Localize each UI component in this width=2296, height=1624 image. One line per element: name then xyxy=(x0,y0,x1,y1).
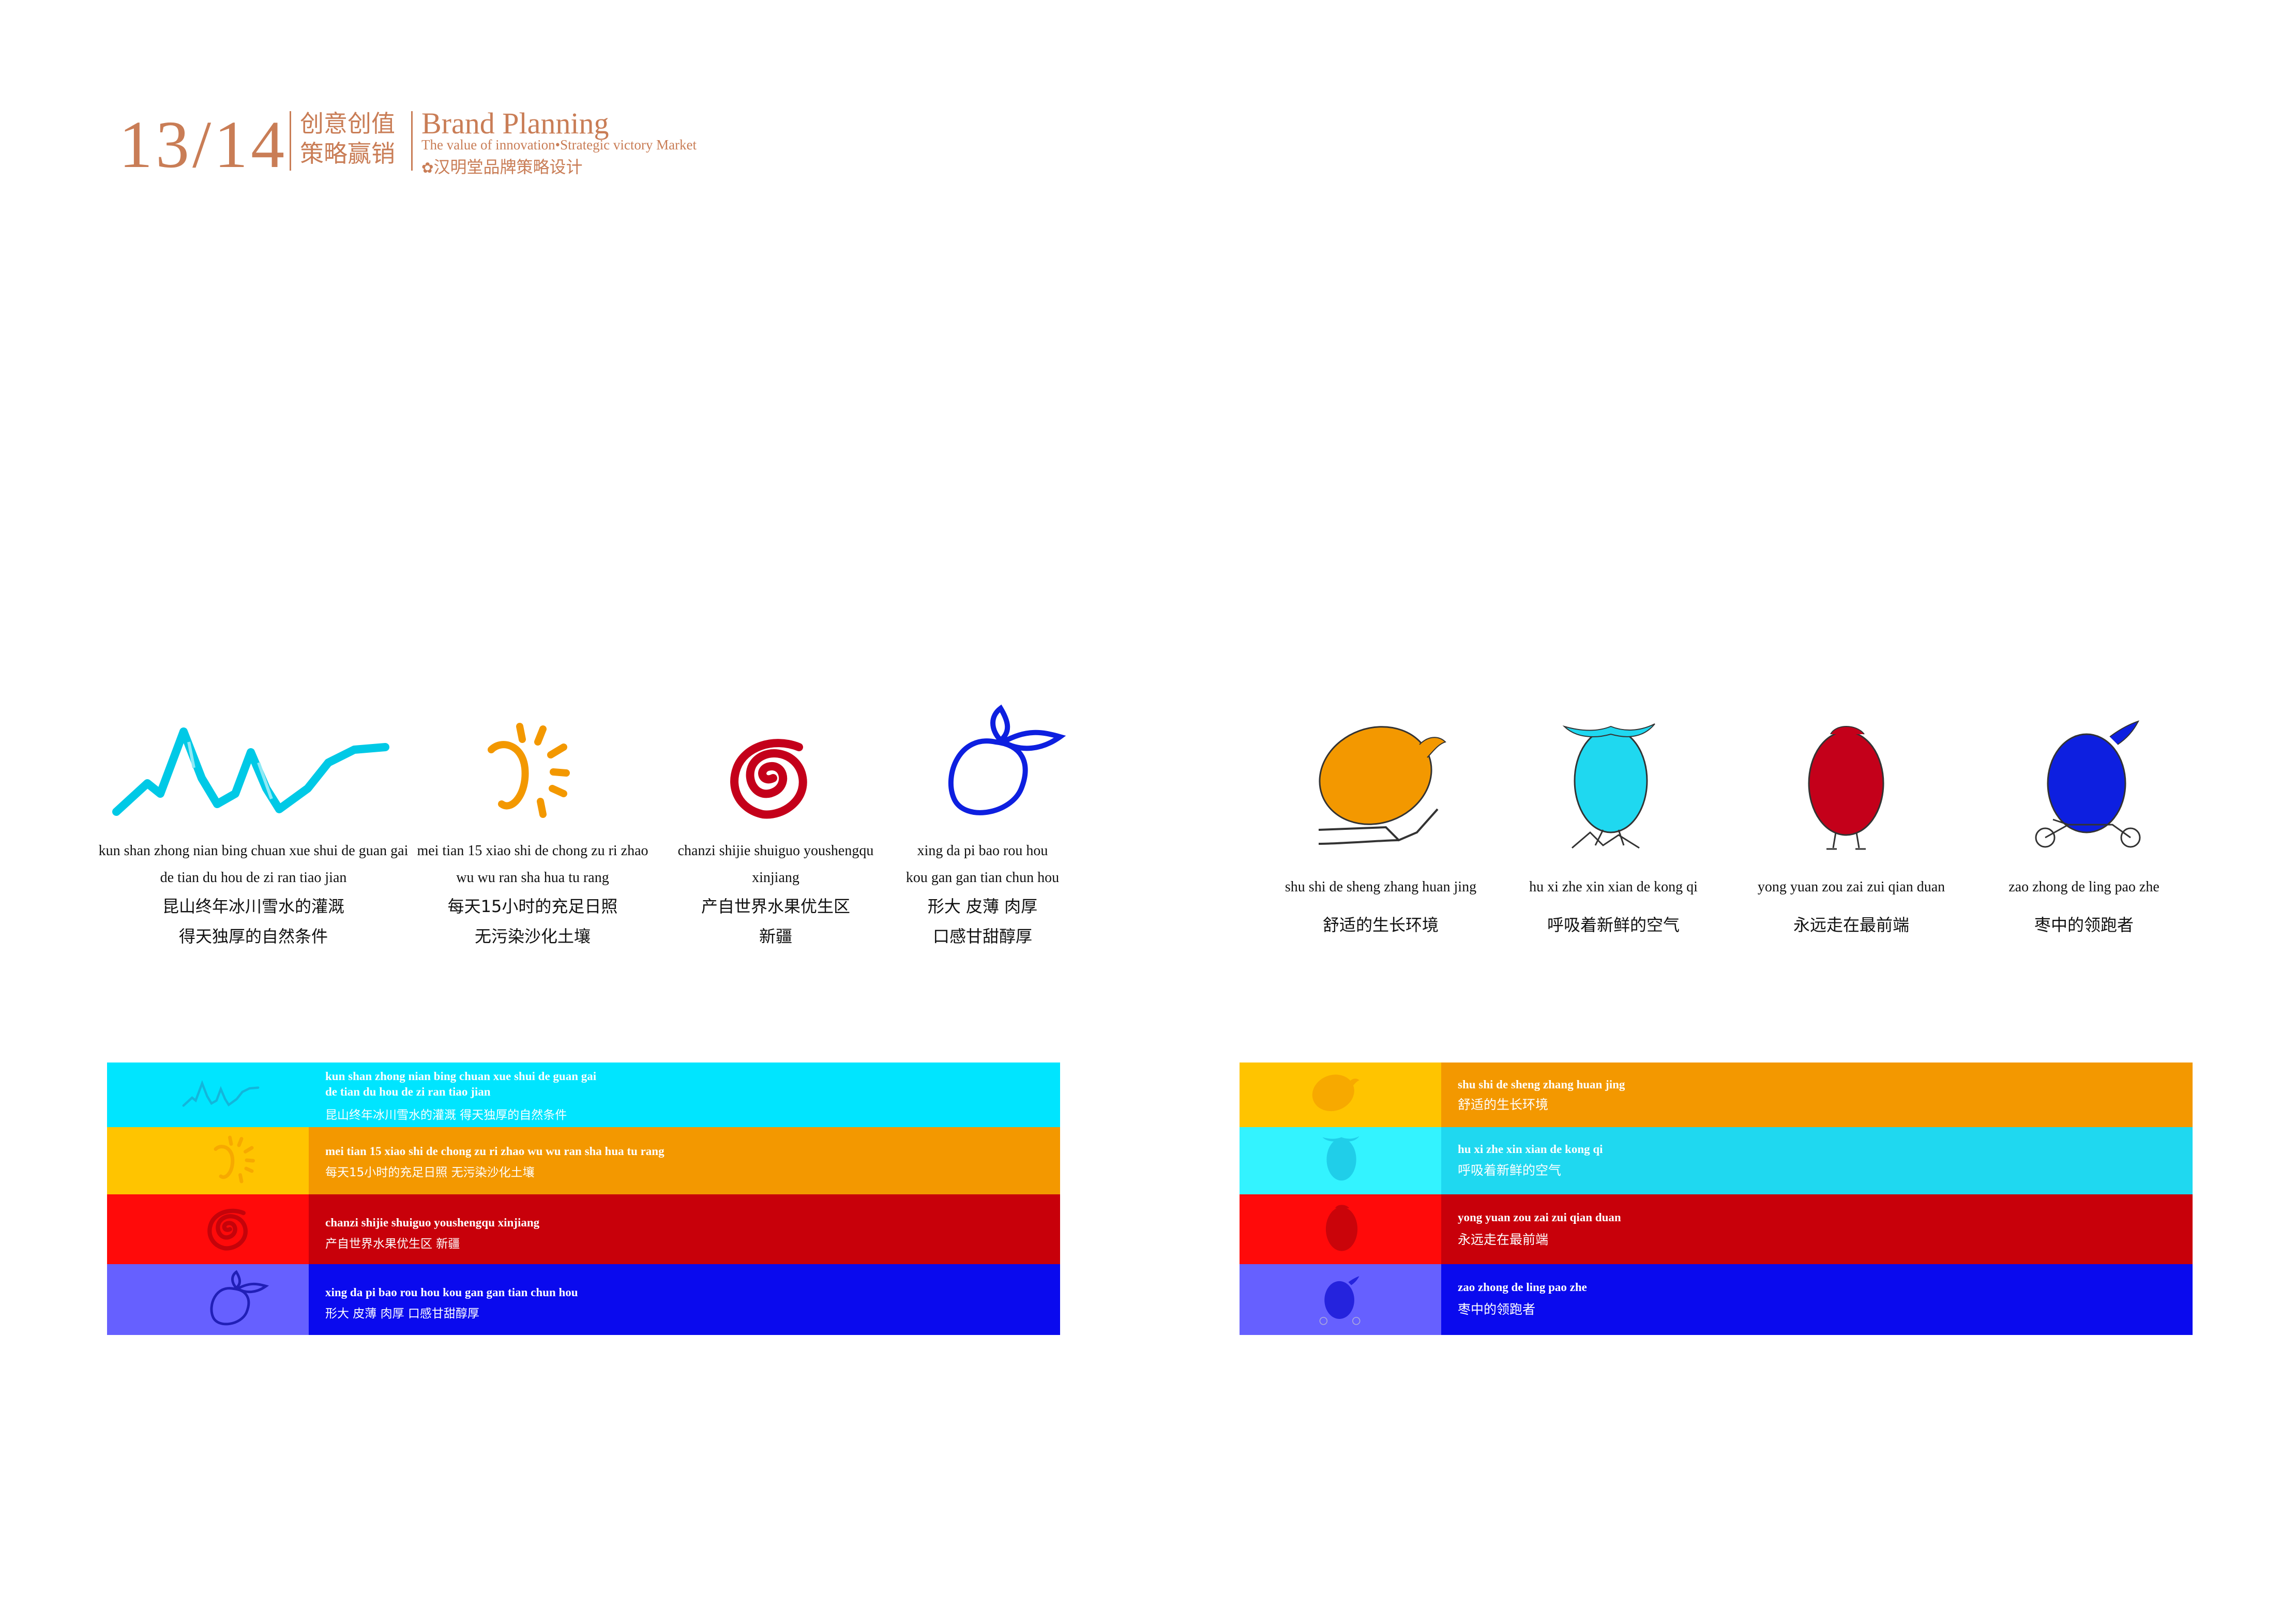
flower-icon: ✿ xyxy=(421,159,434,176)
band-red-jujube: yong yuan zou zai zui qian duan 永远走在最前端 xyxy=(1240,1194,2193,1264)
band-chinese: 每天15小时的充足日照 无污染沙化土壤 xyxy=(325,1166,535,1179)
header-divider xyxy=(411,111,413,171)
band-pinyin: chanzi shijie shuiguo youshengqu xinjian… xyxy=(325,1216,540,1229)
band-chinese: 枣中的领跑者 xyxy=(1458,1302,1536,1317)
band-chinese: 昆山终年冰川雪水的灌溉 得天独厚的自然条件 xyxy=(325,1109,567,1122)
red-jujube-icon xyxy=(1808,726,1884,850)
band-pinyin: shu shi de sheng zhang huan jing xyxy=(1458,1078,1625,1091)
red-jujube-icon xyxy=(1325,1205,1358,1251)
band-sun: mei tian 15 xiao shi de chong zu ri zhao… xyxy=(107,1127,1060,1194)
jujube-icon xyxy=(210,1270,269,1326)
blue-jujube-icon xyxy=(2035,720,2141,848)
blue-jujube-icon xyxy=(1319,1276,1361,1325)
caption-mountain: kun shan zhong nian bing chuan xue shui … xyxy=(98,843,409,946)
caption-cyan-jujube: hu xi zhe xin xian de kong qi 呼吸着新鲜的空气 xyxy=(1529,879,1698,935)
cyan-jujube-icon xyxy=(1322,1136,1360,1181)
band-pinyin: zao zhong de ling pao zhe xyxy=(1458,1281,1587,1294)
band-pinyin: hu xi zhe xin xian de kong qi xyxy=(1458,1143,1603,1156)
caption-blue-jujube: zao zhong de ling pao zhe 枣中的领跑者 xyxy=(2008,879,2159,935)
band-blue-jujube: zao zhong de ling pao zhe 枣中的领跑者 xyxy=(1240,1264,2193,1335)
band-mountain: kun shan zhong nian bing chuan xue shui … xyxy=(107,1063,1060,1127)
brand-subtitle: The value of innovation•Strategic victor… xyxy=(421,137,697,153)
jujube-icon xyxy=(948,704,1066,815)
header-cn-line1: 创意创值 xyxy=(300,110,395,138)
spiral-icon xyxy=(207,1208,248,1251)
band-cyan-jujube: hu xi zhe xin xian de kong qi 呼吸着新鲜的空气 xyxy=(1240,1127,2193,1194)
orange-jujube-icon xyxy=(1318,726,1446,845)
band-pinyin: de tian du hou de zi ran tiao jian xyxy=(325,1085,491,1098)
band-chinese: 产自世界水果优生区 新疆 xyxy=(325,1237,460,1251)
band-pinyin: mei tian 15 xiao shi de chong zu ri zhao… xyxy=(325,1145,664,1158)
band-pinyin: yong yuan zou zai zui qian duan xyxy=(1458,1211,1621,1224)
caption-sun: mei tian 15 xiao shi de chong zu ri zhao… xyxy=(417,843,648,946)
header-divider xyxy=(290,111,291,171)
sun-icon xyxy=(214,1135,255,1183)
band-spiral: chanzi shijie shuiguo youshengqu xinjian… xyxy=(107,1194,1060,1264)
cyan-jujube-icon xyxy=(1562,723,1655,849)
header-cn-line2: 策略赢销 xyxy=(300,140,395,168)
mountain-icon xyxy=(182,1080,260,1107)
band-orange-jujube: shu shi de sheng zhang huan jing 舒适的生长环境 xyxy=(1240,1063,2193,1127)
brand-title: Brand Planning xyxy=(421,107,609,140)
company-name: ✿汉明堂品牌策略设计 xyxy=(421,157,583,177)
page-number: 13/14 xyxy=(119,108,288,182)
caption-orange-jujube: shu shi de sheng zhang huan jing 舒适的生长环境 xyxy=(1285,879,1477,935)
mountain-icon xyxy=(112,727,389,816)
band-chinese: 呼吸着新鲜的空气 xyxy=(1458,1163,1562,1178)
band-pinyin: xing da pi bao rou hou kou gan gan tian … xyxy=(325,1286,578,1299)
band-jujube: xing da pi bao rou hou kou gan gan tian … xyxy=(107,1264,1060,1335)
orange-jujube-icon xyxy=(1312,1074,1360,1112)
spiral-icon xyxy=(730,739,807,819)
sun-icon xyxy=(488,723,570,818)
band-chinese: 永远走在最前端 xyxy=(1458,1232,1549,1247)
caption-spiral: chanzi shijie shuiguo youshengqu xinjian… xyxy=(677,843,874,946)
caption-jujube: xing da pi bao rou hou kou gan gan tian … xyxy=(905,843,1060,946)
caption-red-jujube: yong yuan zou zai zui qian duan 永远走在最前端 xyxy=(1757,879,1945,935)
band-chinese: 舒适的生长环境 xyxy=(1458,1097,1549,1112)
band-chinese: 形大 皮薄 肉厚 口感甘甜醇厚 xyxy=(325,1307,479,1321)
band-pinyin: kun shan zhong nian bing chuan xue shui … xyxy=(325,1070,597,1083)
